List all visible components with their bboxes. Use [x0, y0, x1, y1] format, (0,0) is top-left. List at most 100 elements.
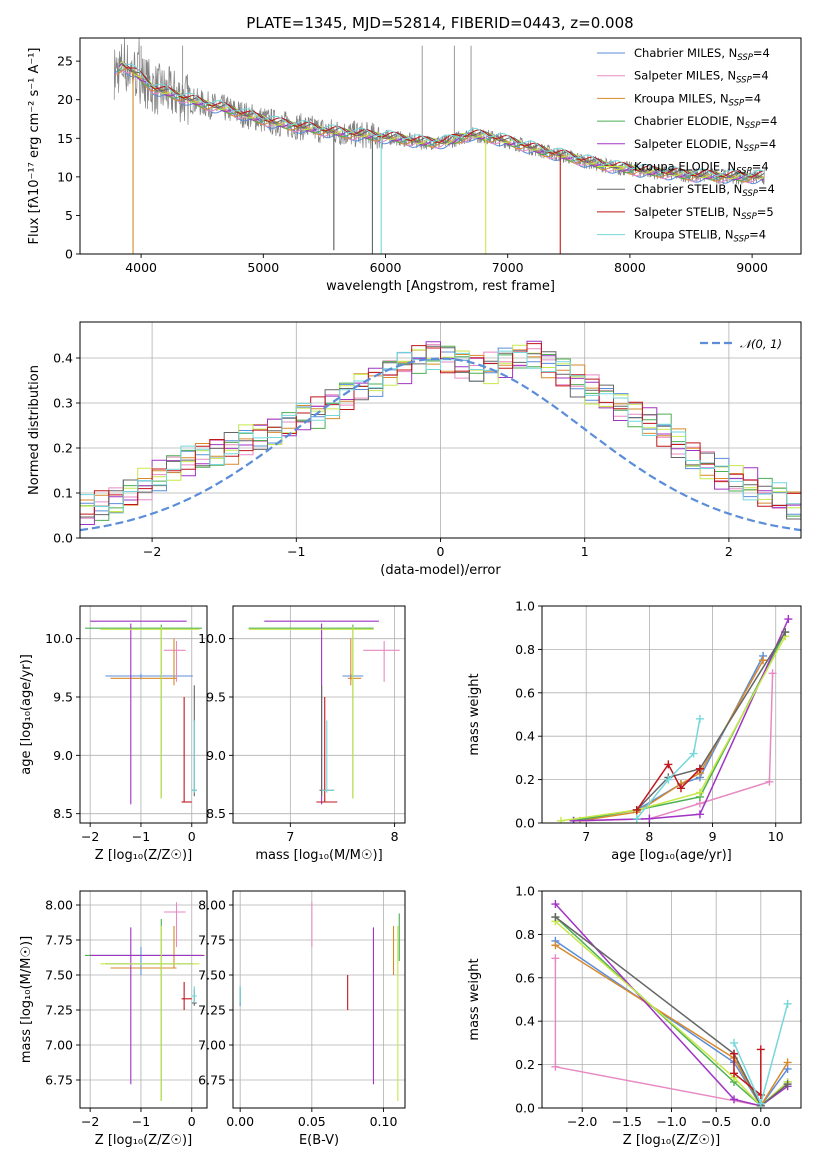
y-tick-label: 20: [57, 92, 73, 107]
y-tick-label: 9.0: [53, 748, 73, 763]
x-tick-label: −0.5: [701, 1114, 731, 1129]
spectrum-panel: 4000 5000 6000 7000 8000 9000 0 5 10 15 20 25 wavele…: [27, 37, 802, 294]
x-tick-label: 10: [768, 829, 784, 844]
residual-histogram-step: [80, 343, 801, 527]
mass-weight-line: [573, 631, 786, 822]
x-axis-label: Z [log₁₀(Z/Z☉)]: [95, 848, 192, 863]
mass-weight-line: [636, 762, 701, 811]
axes-layer: −2.0 −1.5 −1.0 −0.5 0.0 0.0 0.2 0.4 0.6 0.8 1.0 Z […: [467, 884, 802, 1148]
x-tick-label: 9: [709, 829, 717, 844]
y-tick-label: 7.75: [45, 933, 73, 948]
y-tick-label: 10.0: [198, 631, 226, 646]
mass-weight-line: [573, 618, 790, 822]
axes-layer: −2 −1 0 6.75 7.00 7.25 7.50 7.75 8.00 Z [log₁₀(Z/…: [19, 890, 208, 1148]
x-tick-label: 0: [437, 544, 445, 559]
plot-area: [80, 340, 801, 532]
mass-weight-point: [676, 784, 685, 793]
x-tick-label: 4000: [125, 260, 157, 275]
y-axis-label: mass weight: [467, 673, 482, 755]
x-tick-label: 7: [582, 829, 590, 844]
mass-weight-point: [551, 954, 560, 963]
spectrum-legend: Chabrier MILES, NSSP=4 Salpeter MILES, NS…: [597, 46, 777, 245]
y-tick-label: 0.8: [515, 927, 535, 942]
mass-weight-line: [554, 903, 789, 1107]
mass-weight-point: [695, 810, 704, 819]
axes-frame: [541, 605, 802, 824]
y-tick-label: 8.00: [198, 898, 226, 913]
axes-layer: −2 −1 0 8.5 9.0 9.5 10.0 Z [log₁₀(Z/Z☉)] age [lo…: [19, 605, 208, 863]
x-tick-label: −1: [287, 544, 305, 559]
x-tick-label: −2.0: [567, 1114, 597, 1129]
y-tick-label: 0.8: [515, 642, 535, 657]
axes-frame: [79, 37, 802, 255]
x-axis-label: (data-model)/error: [380, 563, 501, 578]
x-tick-label: 8000: [614, 260, 646, 275]
y-tick-label: 6.75: [45, 1073, 73, 1088]
y-tick-label: 7.00: [45, 1038, 73, 1053]
plot-area: [85, 620, 202, 805]
y-tick-label: 15: [57, 131, 73, 146]
y-tick-label: 9.0: [206, 748, 226, 763]
y-tick-label: 6.75: [198, 1073, 226, 1088]
x-tick-label: −1.0: [656, 1114, 686, 1129]
mass-weight-point: [783, 1058, 792, 1067]
age-vs-mass-panel: 7 8 8.5 9.0 9.5 10.0 mass [log₁₀(M/M☉)]: [198, 605, 406, 863]
x-tick-label: 0.0: [751, 1114, 771, 1129]
plot-area: [239, 902, 400, 1101]
model-spectrum-line: [122, 64, 764, 178]
x-tick-label: 0.00: [226, 1114, 254, 1129]
plot-area: [113, 38, 765, 254]
mass-weight-point: [551, 941, 560, 950]
axes-layer: 0.00 0.05 0.10 6.75 7.00 7.25 7.50 7.75 8.00 E(B-…: [198, 890, 406, 1148]
x-tick-label: 0.05: [298, 1114, 326, 1129]
mass-weight-point: [756, 1045, 765, 1054]
model-spectrum-line: [120, 61, 764, 180]
mass-weight-point: [551, 1062, 560, 1071]
mass-weight-line: [733, 1049, 762, 1097]
mass-weight-point: [781, 628, 790, 637]
y-tick-label: 0: [65, 247, 73, 262]
gaussian-legend-label: 𝒩(0, 1): [740, 337, 782, 351]
y-tick-label: 0.4: [515, 1014, 535, 1029]
residuals-panel: −2 −1 0 1 2 0.0 0.1 0.2 0.3 0.4 (data-model)/error…: [27, 321, 802, 578]
residual-histogram-step: [80, 350, 801, 519]
mass-weight-point: [756, 1099, 765, 1108]
residual-histogram-step: [80, 349, 801, 523]
mass-weight-point: [730, 1095, 739, 1104]
x-tick-label: 0.10: [370, 1114, 398, 1129]
age-vs-metallicity-panel: −2 −1 0 8.5 9.0 9.5 10.0 Z [log₁₀(Z/Z☉)] age [lo…: [19, 605, 208, 863]
mass-vs-metallicity-panel: −2 −1 0 6.75 7.00 7.25 7.50 7.75 8.00 Z [log₁₀(Z/…: [19, 890, 208, 1148]
plot-area: [551, 900, 792, 1108]
mass-weight-line: [554, 916, 789, 1107]
axes-frame: [79, 605, 208, 824]
legend-entry: Kroupa STELIB, NSSP=4: [634, 228, 766, 245]
plot-area: [85, 902, 205, 1101]
x-tick-label: 1: [581, 544, 589, 559]
axes-frame: [232, 605, 406, 824]
mass-weight-point: [569, 816, 578, 823]
axes-layer: 7 8 9 10 0.0 0.2 0.4 0.6 0.8 1.0 age [log₁₀(age/yr…: [467, 599, 802, 863]
y-tick-label: 10: [57, 169, 73, 184]
mass-weight-line: [560, 636, 786, 822]
mass-weight-point: [783, 1080, 792, 1089]
y-tick-label: 0.0: [515, 1101, 535, 1116]
y-tick-label: 7.00: [198, 1038, 226, 1053]
mass-weight-point: [645, 814, 654, 823]
x-tick-label: 8: [391, 829, 399, 844]
axes-layer: −2 −1 0 1 2 0.0 0.1 0.2 0.3 0.4 (data-model)/error…: [27, 321, 802, 578]
y-tick-label: 1.0: [515, 884, 535, 899]
x-tick-label: 6000: [370, 260, 402, 275]
legend-entry: Salpeter ELODIE, NSSP=4: [634, 137, 776, 154]
x-tick-label: −1: [132, 829, 150, 844]
x-tick-label: 7: [286, 829, 294, 844]
mass-weight-line: [579, 659, 764, 822]
y-tick-label: 8.5: [53, 806, 73, 821]
y-tick-label: 0.4: [515, 729, 535, 744]
y-axis-label: Normed distribution: [27, 365, 42, 495]
residual-histogram-step: [80, 345, 801, 520]
y-tick-label: 0.1: [53, 486, 73, 501]
legend-entry: Kroupa ELODIE, NSSP=4: [634, 160, 769, 177]
y-tick-label: 9.5: [53, 690, 73, 705]
mass-weight-point: [695, 714, 704, 723]
y-tick-label: 9.5: [206, 690, 226, 705]
